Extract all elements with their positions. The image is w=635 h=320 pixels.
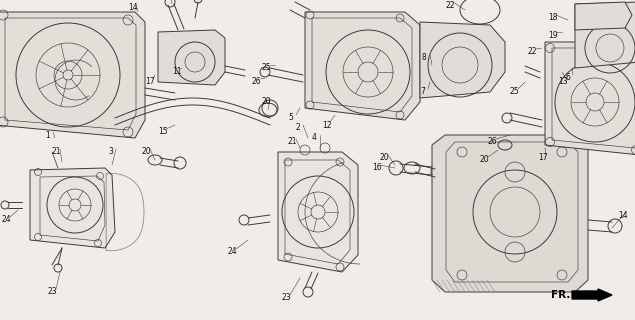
Text: 24: 24 <box>162 0 171 3</box>
Text: 20: 20 <box>262 98 272 107</box>
Text: 11: 11 <box>172 68 182 76</box>
Text: 3: 3 <box>108 148 113 156</box>
Text: 7: 7 <box>420 87 425 97</box>
Polygon shape <box>158 30 225 85</box>
Text: 14: 14 <box>128 4 138 12</box>
Polygon shape <box>575 2 635 68</box>
Text: 19: 19 <box>548 30 558 39</box>
Text: 14: 14 <box>618 211 627 220</box>
Text: 17: 17 <box>145 77 155 86</box>
Text: 18: 18 <box>548 13 558 22</box>
Text: 24: 24 <box>228 247 237 257</box>
Text: 20: 20 <box>142 148 152 156</box>
Polygon shape <box>420 22 505 98</box>
Polygon shape <box>545 42 635 155</box>
Text: 23: 23 <box>48 287 58 297</box>
Text: 6: 6 <box>565 74 570 83</box>
Text: 22: 22 <box>528 47 537 57</box>
Polygon shape <box>305 12 420 120</box>
Text: 5: 5 <box>288 114 293 123</box>
Polygon shape <box>575 2 632 30</box>
Polygon shape <box>432 135 588 292</box>
Text: 21: 21 <box>288 138 298 147</box>
Text: 23: 23 <box>282 293 291 302</box>
Text: 20: 20 <box>380 154 390 163</box>
Polygon shape <box>30 168 115 248</box>
Text: 1: 1 <box>45 131 50 140</box>
Text: 2: 2 <box>295 124 300 132</box>
Text: 25: 25 <box>262 63 272 73</box>
Text: 25: 25 <box>510 87 519 97</box>
Text: 26: 26 <box>488 138 498 147</box>
Text: 17: 17 <box>538 154 547 163</box>
Text: 8: 8 <box>422 53 427 62</box>
Text: 26: 26 <box>252 77 262 86</box>
Text: 15: 15 <box>158 127 168 137</box>
Text: 24: 24 <box>2 215 11 225</box>
Text: FR.: FR. <box>551 290 570 300</box>
Text: 22: 22 <box>445 1 455 10</box>
Polygon shape <box>278 152 358 272</box>
Text: 16: 16 <box>372 164 382 172</box>
FancyArrow shape <box>572 289 612 301</box>
Polygon shape <box>0 12 145 138</box>
Text: 12: 12 <box>322 121 331 130</box>
Text: 21: 21 <box>52 148 62 156</box>
Text: 13: 13 <box>558 77 568 86</box>
Text: 4: 4 <box>312 133 317 142</box>
Text: 20: 20 <box>480 156 490 164</box>
